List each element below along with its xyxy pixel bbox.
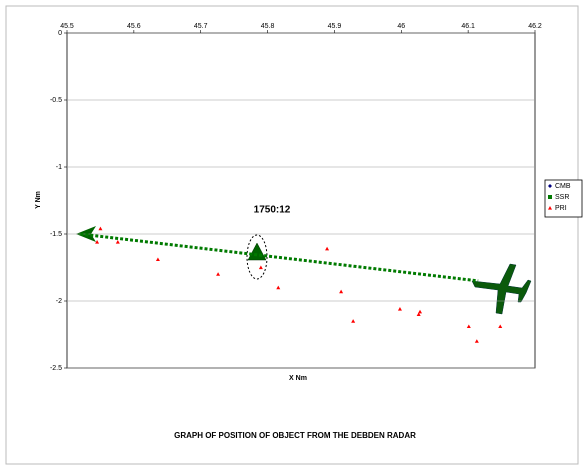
chart: 1750:12 X Nm Y Nm GRAPH OF POSITION OF O… — [0, 0, 585, 471]
chart-title: GRAPH OF POSITION OF OBJECT FROM THE DEB… — [174, 431, 416, 440]
page: {"chart_data": {"type": "scatter", "titl… — [0, 0, 585, 471]
x-tick-label: 45.9 — [328, 23, 342, 30]
y-tick-label: -1.5 — [50, 231, 62, 238]
x-tick-label: 46.2 — [528, 23, 542, 30]
annotation: 1750:12 — [254, 205, 291, 216]
legend-marker — [548, 195, 552, 199]
plot-area — [67, 33, 535, 368]
legend-label: SSR — [555, 194, 569, 201]
x-tick-label: 45.7 — [194, 23, 208, 30]
y-tick-label: -1 — [56, 164, 62, 171]
legend-label: PRI — [555, 205, 567, 212]
y-tick-label: -2 — [56, 298, 62, 305]
legend-label: CMB — [555, 183, 571, 190]
x-tick-label: 46 — [397, 23, 405, 30]
x-tick-label: 45.5 — [60, 23, 74, 30]
x-tick-label: 45.8 — [261, 23, 275, 30]
y-tick-label: 0 — [58, 30, 62, 37]
x-tick-label: 46.1 — [461, 23, 475, 30]
y-tick-label: -0.5 — [50, 97, 62, 104]
x-tick-label: 45.6 — [127, 23, 141, 30]
x-axis-label: X Nm — [289, 375, 307, 382]
y-axis-label: Y Nm — [35, 191, 42, 209]
y-tick-label: -2.5 — [50, 365, 62, 372]
